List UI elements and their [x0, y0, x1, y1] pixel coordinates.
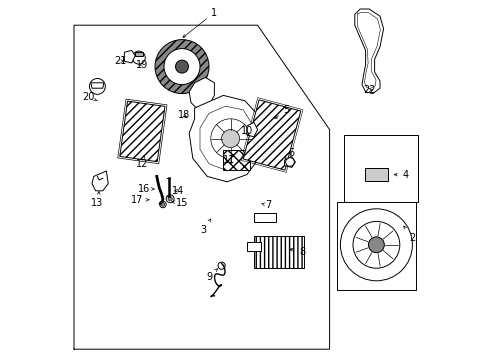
- Text: 6: 6: [285, 148, 295, 159]
- Polygon shape: [200, 106, 252, 169]
- Polygon shape: [247, 122, 258, 137]
- Circle shape: [160, 201, 166, 208]
- Circle shape: [132, 51, 145, 64]
- Polygon shape: [285, 157, 295, 167]
- Bar: [135, 52, 143, 56]
- Bar: [365, 168, 388, 181]
- Circle shape: [161, 203, 165, 206]
- Circle shape: [164, 49, 200, 85]
- Text: 2: 2: [404, 226, 416, 243]
- Circle shape: [155, 40, 209, 94]
- Circle shape: [353, 221, 400, 268]
- Circle shape: [218, 262, 225, 269]
- Text: 22: 22: [363, 85, 375, 95]
- Bar: [254, 213, 275, 222]
- Text: 1: 1: [183, 8, 218, 37]
- Polygon shape: [91, 83, 104, 88]
- Circle shape: [368, 237, 384, 253]
- Polygon shape: [357, 13, 380, 89]
- Bar: [241, 98, 303, 172]
- Polygon shape: [92, 171, 108, 191]
- Circle shape: [341, 209, 413, 281]
- Text: 14: 14: [172, 186, 185, 196]
- Text: 7: 7: [262, 200, 271, 210]
- Circle shape: [286, 158, 294, 166]
- Text: 12: 12: [136, 156, 148, 169]
- Text: 8: 8: [290, 247, 306, 257]
- Text: 13: 13: [91, 192, 103, 208]
- Text: 5: 5: [275, 105, 290, 118]
- Polygon shape: [355, 9, 384, 94]
- Text: 3: 3: [200, 219, 211, 235]
- Bar: [254, 236, 304, 268]
- Circle shape: [221, 130, 240, 148]
- Text: 15: 15: [172, 198, 188, 208]
- Text: 9: 9: [206, 269, 218, 282]
- Bar: [120, 101, 165, 162]
- Bar: [344, 135, 418, 202]
- Bar: [247, 242, 261, 251]
- Polygon shape: [337, 202, 416, 290]
- Circle shape: [90, 78, 105, 94]
- Text: 20: 20: [82, 92, 98, 102]
- Circle shape: [166, 195, 174, 203]
- Polygon shape: [124, 50, 135, 63]
- Bar: [243, 100, 301, 170]
- Circle shape: [175, 60, 189, 73]
- Text: 19: 19: [136, 60, 148, 70]
- Bar: [222, 150, 249, 170]
- Bar: [118, 99, 167, 164]
- Polygon shape: [189, 95, 263, 182]
- Circle shape: [168, 197, 172, 201]
- Text: 16: 16: [138, 184, 154, 194]
- Text: 10: 10: [241, 126, 253, 136]
- Text: 21: 21: [115, 56, 127, 66]
- Text: 11: 11: [222, 155, 235, 165]
- Text: 4: 4: [394, 170, 408, 180]
- Polygon shape: [189, 77, 215, 110]
- Text: 18: 18: [178, 110, 190, 120]
- Text: 17: 17: [131, 195, 149, 205]
